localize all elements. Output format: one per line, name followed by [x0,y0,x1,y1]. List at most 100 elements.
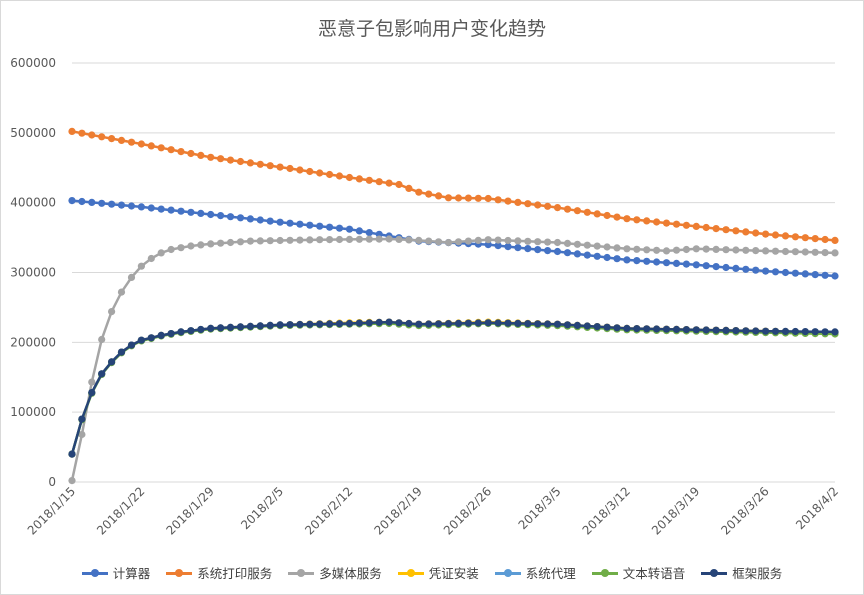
y-tick-label: 100000 [10,405,56,419]
data-point [722,246,730,254]
data-point [524,320,532,328]
data-point [524,245,532,253]
data-point [137,203,145,211]
data-point [801,234,809,242]
data-point [593,242,601,250]
data-point [147,204,155,212]
data-point [286,219,294,227]
data-point [296,236,304,244]
data-point [831,236,839,244]
data-point [266,237,274,245]
data-point [454,238,463,246]
data-point [256,237,264,245]
data-point [791,248,800,256]
data-point [742,246,750,254]
data-point [514,244,522,252]
data-point [207,210,215,219]
data-point [514,319,522,327]
data-point [68,477,76,485]
data-point [563,249,572,257]
data-point [603,211,611,220]
data-point [415,236,423,244]
data-point [68,127,76,135]
data-point [306,320,314,328]
data-point [762,247,770,255]
data-point [88,389,96,397]
data-point [474,236,482,244]
data-point [335,224,344,232]
data-point [603,243,611,251]
data-point [355,235,363,243]
data-point [613,255,621,263]
series-line [71,130,836,242]
data-point [573,240,582,248]
data-point [593,210,601,218]
data-point [524,237,532,245]
data-point [68,197,76,205]
data-point [326,320,334,328]
data-point [444,238,453,247]
y-tick-label: 200000 [10,335,56,349]
data-point [742,228,750,236]
data-point [732,227,740,235]
data-point [335,172,344,180]
data-point [712,245,720,253]
data-point [187,327,195,335]
legend-item: 多媒体服务 [288,563,382,582]
data-point [345,173,354,182]
data-point [375,178,383,186]
data-point [831,272,839,280]
data-point [385,235,393,243]
x-tick-label: 2018/2/19 [372,484,425,537]
data-point [831,328,839,336]
x-tick-label: 2018/3/12 [580,484,633,537]
data-point [236,238,245,246]
data-point [534,246,542,254]
data-point [682,221,691,229]
data-point [504,236,512,245]
data-point [405,236,413,244]
legend-label: 系统打印服务 [197,566,273,581]
legend-item: 框架服务 [701,563,782,582]
data-point [643,257,651,265]
data-point [365,229,373,237]
legend-swatch [166,568,193,578]
data-point [613,324,621,332]
x-tick-label: 2018/3/26 [718,484,771,537]
data-point [444,194,453,202]
legend-item: 系统打印服务 [166,563,272,582]
data-point [88,198,96,206]
series-line [70,322,836,455]
data-point [127,202,136,210]
legend-item: 凭证安装 [397,563,479,582]
data-point [534,320,542,328]
data-point [207,240,215,248]
data-point [623,245,631,253]
series-layer [68,127,839,485]
data-point [484,319,492,327]
x-tick-label: 2018/2/12 [302,484,355,537]
data-point [801,270,809,278]
data-point [801,248,809,256]
data-point [544,320,552,328]
data-point [702,245,710,253]
data-point [573,321,582,329]
data-point [207,153,215,161]
data-point [573,250,582,258]
data-point [355,319,363,327]
data-point [821,235,829,244]
data-point [742,265,750,273]
data-point [821,328,829,336]
x-tick-label: 2018/2/5 [238,484,286,532]
data-point [702,326,710,334]
data-point [603,253,611,262]
data-point [633,216,641,224]
data-point [653,218,661,226]
data-point [246,215,254,223]
data-point [623,324,631,332]
y-tick-label: 500000 [10,126,56,140]
data-point [435,192,443,200]
data-point [365,176,373,184]
